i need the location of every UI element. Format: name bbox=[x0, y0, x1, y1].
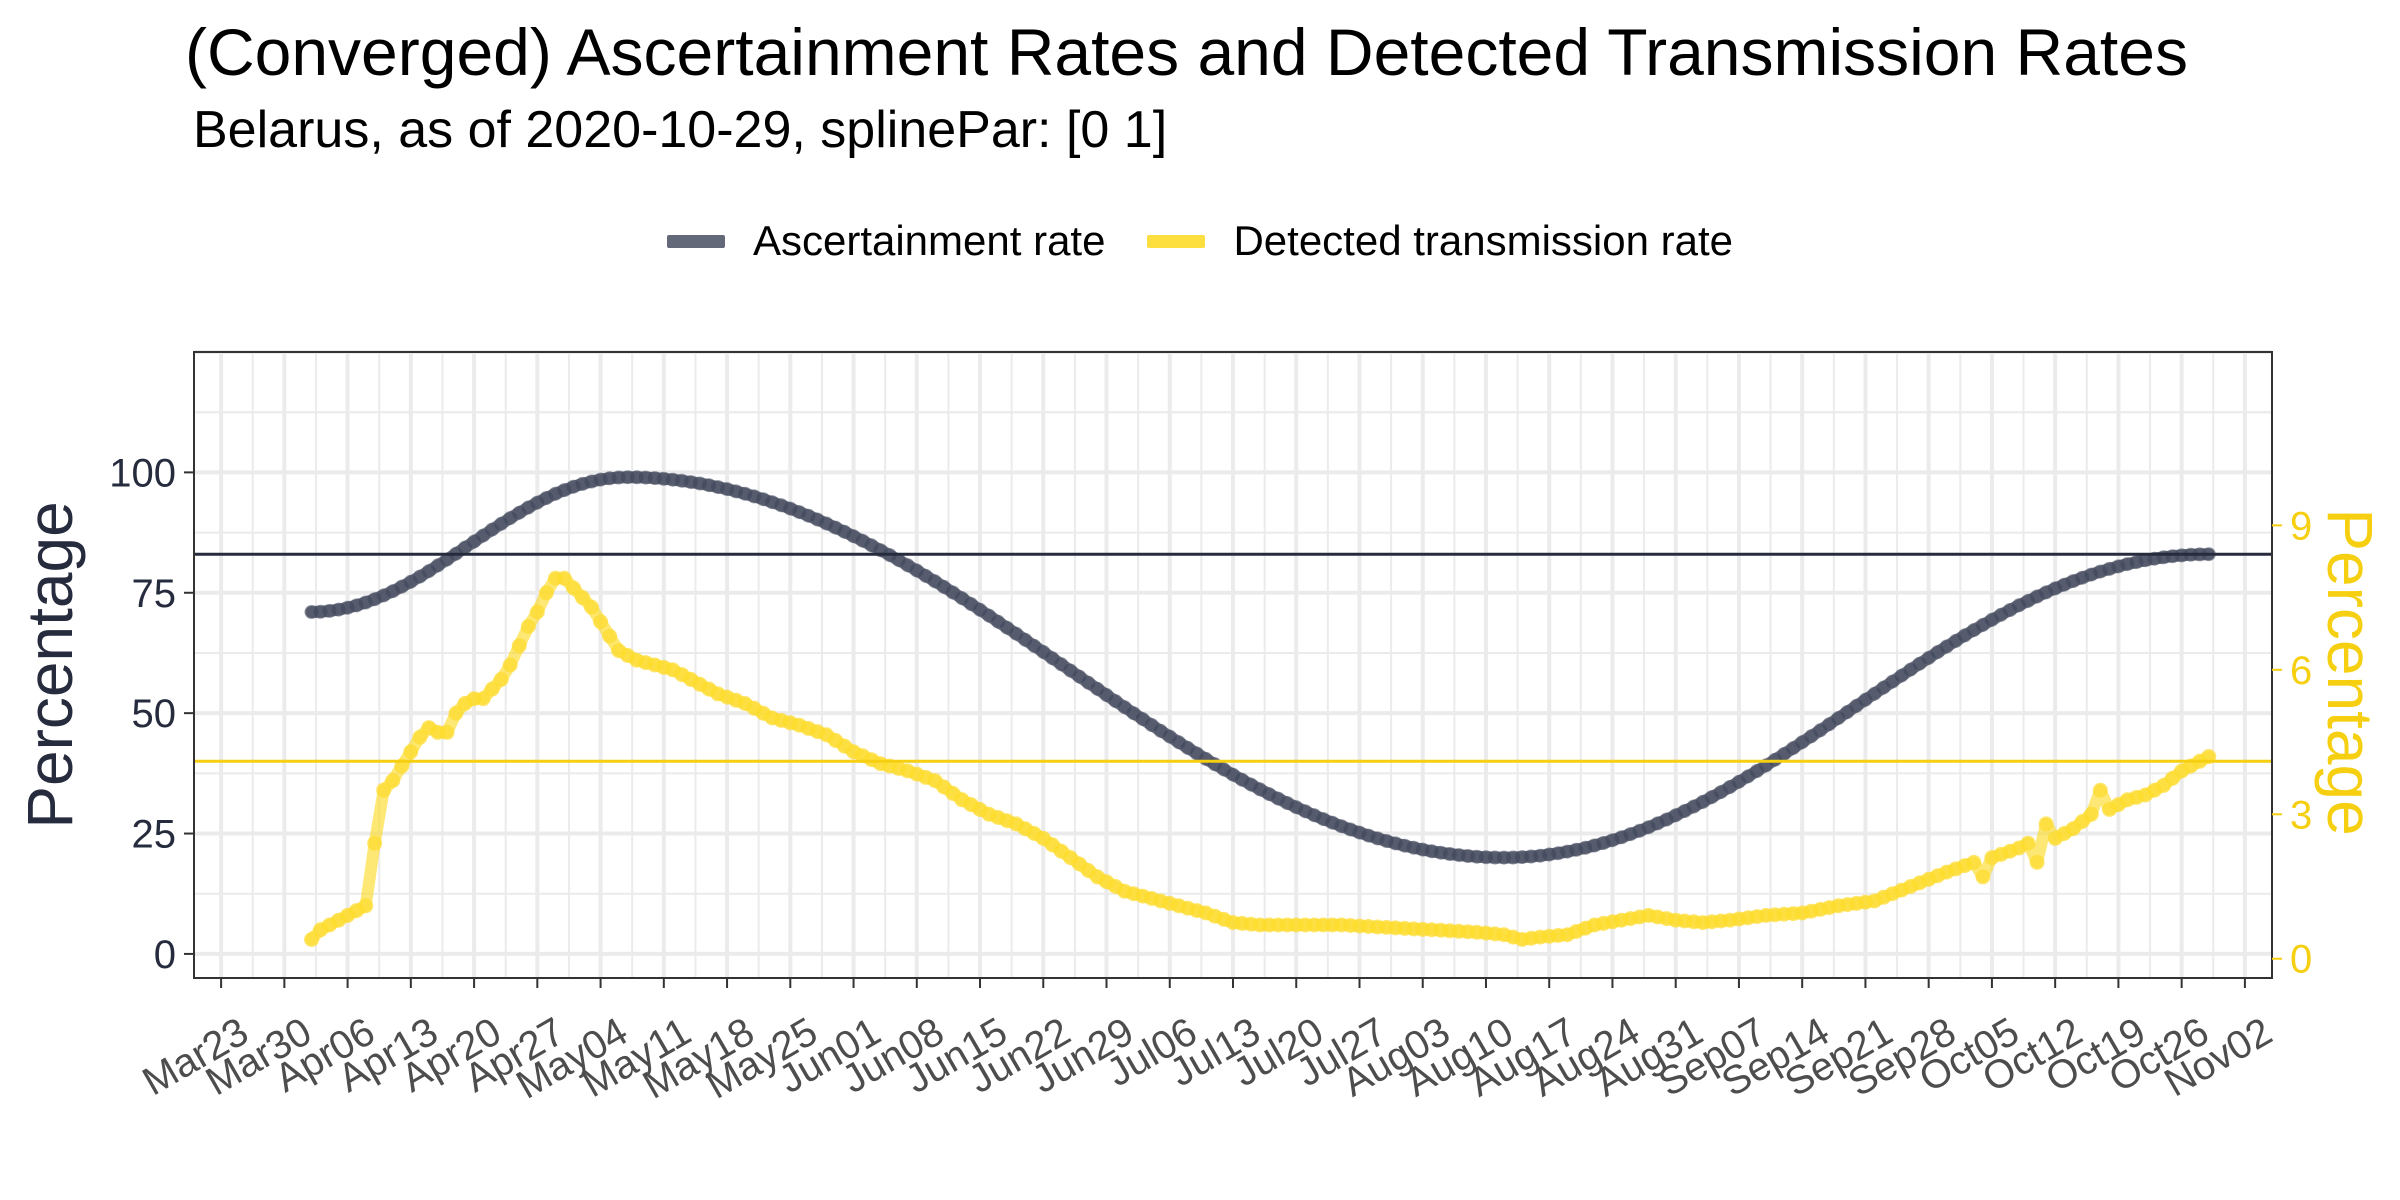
transmission-point bbox=[520, 619, 536, 634]
y-right-tick-label: 9 bbox=[2290, 504, 2312, 548]
transmission-point bbox=[1966, 854, 1982, 870]
transmission-point bbox=[358, 898, 374, 914]
transmission-point bbox=[502, 657, 518, 673]
transmission-point bbox=[493, 671, 509, 687]
chart-title: (Converged) Ascertainment Rates and Dete… bbox=[185, 15, 2188, 89]
legend-key-ascertainment bbox=[666, 234, 725, 248]
legend-item-ascertainment: Ascertainment rate bbox=[666, 217, 1106, 265]
transmission-point bbox=[584, 599, 599, 615]
transmission-point bbox=[484, 681, 500, 697]
transmission-point bbox=[376, 782, 392, 798]
y-left-tick-label: 25 bbox=[132, 813, 177, 857]
y-right-tick-label: 6 bbox=[2290, 649, 2312, 693]
transmission-point bbox=[448, 705, 464, 721]
transmission-point bbox=[367, 835, 383, 851]
chart-subtitle: Belarus, as of 2020-10-29, splinePar: [0… bbox=[193, 101, 1168, 159]
transmission-point bbox=[2092, 782, 2108, 798]
transmission-point bbox=[511, 638, 527, 654]
transmission-point bbox=[529, 604, 545, 620]
legend-key-transmission bbox=[1147, 234, 1206, 248]
legend-label-ascertainment: Ascertainment rate bbox=[752, 217, 1106, 264]
transmission-point bbox=[403, 744, 419, 760]
legend-label-transmission: Detected transmission rate bbox=[1233, 217, 1734, 264]
transmission-point bbox=[538, 585, 554, 601]
reference-lines bbox=[194, 552, 2272, 763]
y-right-tick-label: 0 bbox=[2290, 938, 2312, 982]
y-left-tick-label: 75 bbox=[132, 572, 177, 616]
y-axis-right: 0 3 6 9 bbox=[2272, 504, 2312, 982]
y-left-tick-label: 50 bbox=[132, 692, 177, 736]
transmission-point bbox=[1975, 869, 1991, 885]
series-detected-transmission-rate bbox=[304, 570, 2217, 947]
transmission-point bbox=[602, 628, 618, 644]
transmission-point bbox=[412, 729, 428, 745]
grid-minor bbox=[194, 352, 2272, 978]
transmission-point bbox=[566, 580, 581, 596]
y-left-tick-label: 100 bbox=[109, 451, 176, 495]
y-left-tick-label: 0 bbox=[154, 933, 176, 977]
transmission-point bbox=[385, 773, 401, 789]
x-axis: Mar23Mar30Apr06Apr13Apr20Apr27May04May11… bbox=[135, 978, 2279, 1108]
legend: Ascertainment rate Detected transmission… bbox=[0, 217, 2400, 265]
transmission-point bbox=[575, 590, 590, 606]
transmission-point bbox=[2029, 854, 2045, 870]
transmission-point bbox=[2083, 806, 2099, 822]
transmission-point bbox=[593, 614, 609, 630]
transmission-point bbox=[439, 724, 455, 740]
legend-item-transmission: Detected transmission rate bbox=[1147, 217, 1733, 265]
transmission-point bbox=[556, 570, 572, 586]
series-ascertainment-rate bbox=[304, 470, 2216, 865]
y-axis-left-label: Percentage bbox=[14, 501, 86, 828]
y-axis-left: 0 25 50 75 100 bbox=[109, 451, 194, 977]
transmission-point bbox=[2038, 816, 2054, 832]
transmission-point bbox=[2020, 835, 2036, 851]
y-axis-right-label: Percentage bbox=[2314, 508, 2386, 835]
y-right-tick-label: 3 bbox=[2290, 793, 2312, 837]
transmission-point bbox=[304, 932, 319, 947]
transmission-point bbox=[475, 691, 491, 707]
